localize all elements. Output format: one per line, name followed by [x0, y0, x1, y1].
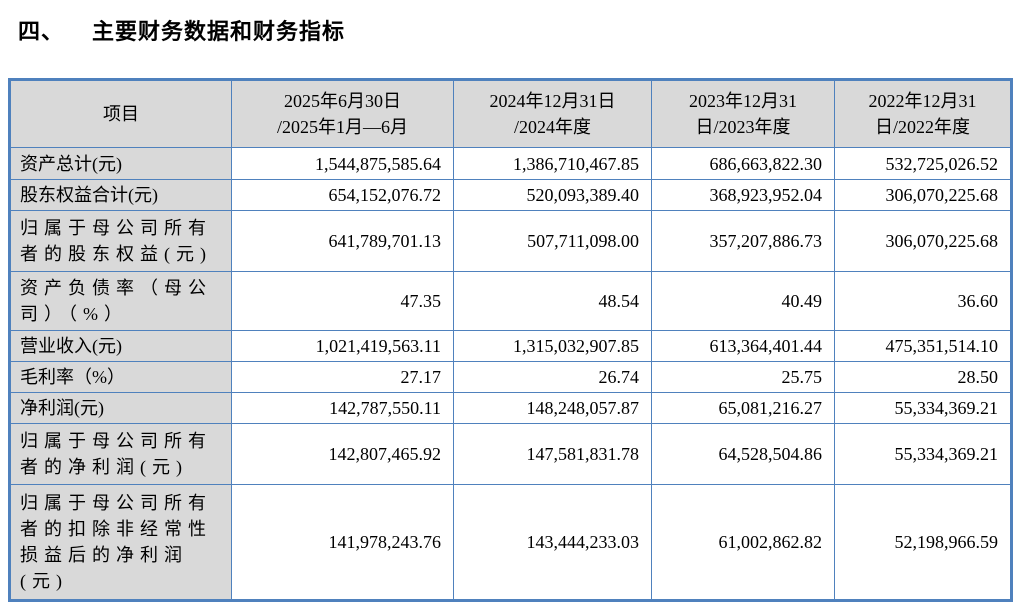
- header-cell-period-2022: 2022年12月31 日/2022年度: [834, 79, 1012, 148]
- table-row: 资产负债率（母公 司）（%） 47.35 48.54 40.49 36.60: [9, 271, 1012, 331]
- cell-value: 147,581,831.78: [453, 423, 652, 485]
- cell-value: 1,544,875,585.64: [231, 147, 454, 180]
- table-header-row: 项目 2025年6月30日 /2025年1月—6月 2024年12月31日 /2…: [9, 79, 1012, 148]
- section-title: 主要财务数据和财务指标: [92, 19, 346, 44]
- cell-value: 306,070,225.68: [834, 179, 1012, 211]
- cell-value: 520,093,389.40: [453, 179, 652, 211]
- row-label: 股东权益合计(元): [9, 179, 232, 211]
- cell-value: 368,923,952.04: [651, 179, 835, 211]
- cell-value: 52,198,966.59: [834, 484, 1012, 601]
- header-cell-item: 项目: [9, 79, 232, 148]
- cell-value: 47.35: [231, 271, 454, 331]
- financial-data-table: 项目 2025年6月30日 /2025年1月—6月 2024年12月31日 /2…: [8, 78, 1013, 602]
- cell-value: 25.75: [651, 361, 835, 393]
- cell-value: 65,081,216.27: [651, 392, 835, 424]
- table-row: 归属于母公司所有 者的扣除非经常性 损益后的净利润 (元) 141,978,24…: [9, 484, 1012, 601]
- row-label: 资产总计(元): [9, 147, 232, 180]
- cell-value: 64,528,504.86: [651, 423, 835, 485]
- cell-value: 55,334,369.21: [834, 423, 1012, 485]
- row-label: 净利润(元): [9, 392, 232, 424]
- cell-value: 613,364,401.44: [651, 330, 835, 362]
- cell-value: 61,002,862.82: [651, 484, 835, 601]
- table-row: 毛利率（%） 27.17 26.74 25.75 28.50: [9, 361, 1012, 393]
- table-row: 营业收入(元) 1,021,419,563.11 1,315,032,907.8…: [9, 330, 1012, 362]
- page-title: 四、 主要财务数据和财务指标: [0, 0, 1020, 46]
- row-label: 资产负债率（母公 司）（%）: [9, 271, 232, 331]
- table-row: 净利润(元) 142,787,550.11 148,248,057.87 65,…: [9, 392, 1012, 424]
- section-number: 四、: [18, 19, 65, 44]
- header-cell-period-2025: 2025年6月30日 /2025年1月—6月: [231, 79, 454, 148]
- cell-value: 142,807,465.92: [231, 423, 454, 485]
- row-label: 营业收入(元): [9, 330, 232, 362]
- cell-value: 532,725,026.52: [834, 147, 1012, 180]
- row-label: 归属于母公司所有 者的股东权益(元): [9, 210, 232, 272]
- cell-value: 143,444,233.03: [453, 484, 652, 601]
- cell-value: 48.54: [453, 271, 652, 331]
- header-cell-period-2023: 2023年12月31 日/2023年度: [651, 79, 835, 148]
- table-row: 归属于母公司所有 者的股东权益(元) 641,789,701.13 507,71…: [9, 210, 1012, 272]
- cell-value: 55,334,369.21: [834, 392, 1012, 424]
- row-label: 归属于母公司所有 者的净利润(元): [9, 423, 232, 485]
- cell-value: 1,021,419,563.11: [231, 330, 454, 362]
- cell-value: 357,207,886.73: [651, 210, 835, 272]
- cell-value: 36.60: [834, 271, 1012, 331]
- cell-value: 654,152,076.72: [231, 179, 454, 211]
- cell-value: 1,386,710,467.85: [453, 147, 652, 180]
- row-label: 毛利率（%）: [9, 361, 232, 393]
- cell-value: 142,787,550.11: [231, 392, 454, 424]
- cell-value: 28.50: [834, 361, 1012, 393]
- cell-value: 686,663,822.30: [651, 147, 835, 180]
- header-cell-period-2024: 2024年12月31日 /2024年度: [453, 79, 652, 148]
- cell-value: 1,315,032,907.85: [453, 330, 652, 362]
- cell-value: 40.49: [651, 271, 835, 331]
- cell-value: 141,978,243.76: [231, 484, 454, 601]
- cell-value: 26.74: [453, 361, 652, 393]
- cell-value: 507,711,098.00: [453, 210, 652, 272]
- cell-value: 27.17: [231, 361, 454, 393]
- cell-value: 148,248,057.87: [453, 392, 652, 424]
- cell-value: 306,070,225.68: [834, 210, 1012, 272]
- cell-value: 641,789,701.13: [231, 210, 454, 272]
- table-row: 资产总计(元) 1,544,875,585.64 1,386,710,467.8…: [9, 147, 1012, 180]
- table-row: 股东权益合计(元) 654,152,076.72 520,093,389.40 …: [9, 179, 1012, 211]
- row-label: 归属于母公司所有 者的扣除非经常性 损益后的净利润 (元): [9, 484, 232, 601]
- cell-value: 475,351,514.10: [834, 330, 1012, 362]
- table-row: 归属于母公司所有 者的净利润(元) 142,807,465.92 147,581…: [9, 423, 1012, 485]
